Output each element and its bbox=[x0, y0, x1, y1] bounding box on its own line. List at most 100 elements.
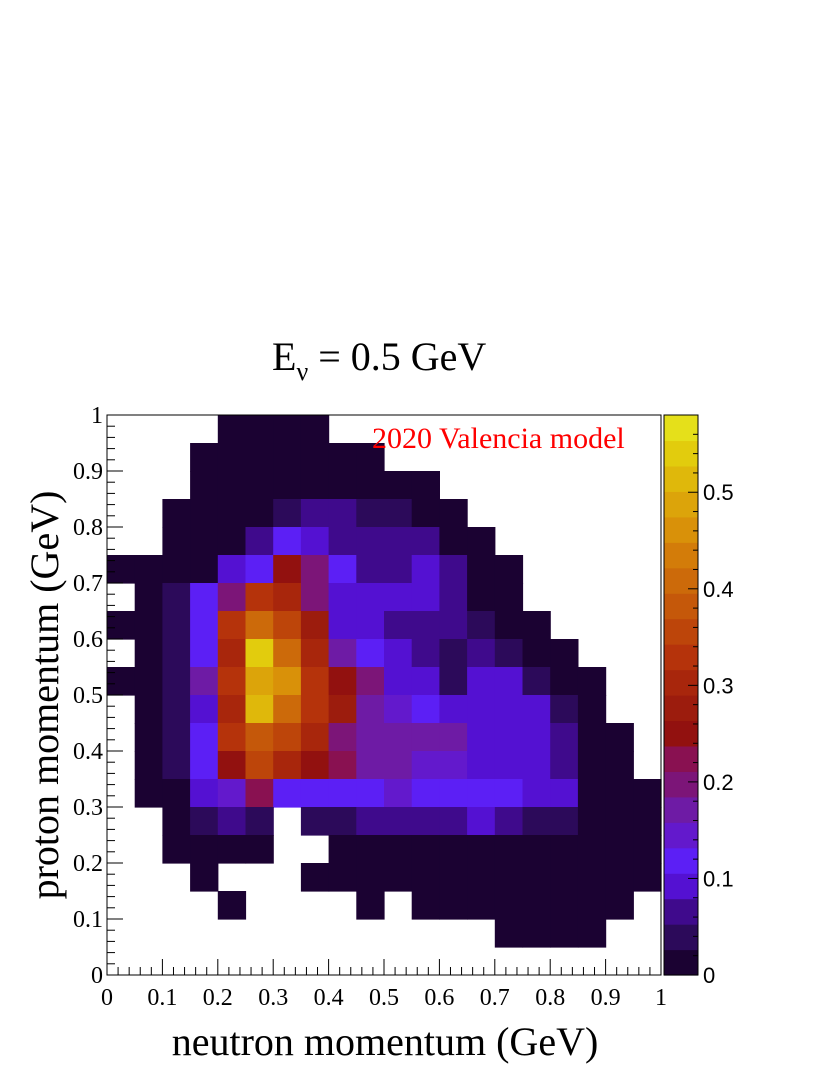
heatmap-cell bbox=[245, 443, 274, 472]
heatmap-cell bbox=[384, 611, 413, 640]
heatmap-cell bbox=[162, 835, 191, 864]
heatmap-cell bbox=[162, 751, 191, 780]
y-tick-label: 0 bbox=[91, 963, 103, 989]
heatmap-cell bbox=[134, 751, 163, 780]
heatmap-cell bbox=[411, 471, 440, 500]
heatmap-cell bbox=[467, 527, 496, 556]
heatmap-cell bbox=[384, 583, 413, 612]
heatmap-cell bbox=[411, 527, 440, 556]
heatmap-cell bbox=[494, 583, 524, 612]
heatmap-cell bbox=[384, 751, 413, 780]
heatmap-cell bbox=[245, 555, 274, 584]
color-scale-step bbox=[664, 440, 698, 467]
heatmap-cell bbox=[467, 555, 496, 584]
y-tick-label: 1 bbox=[91, 403, 103, 429]
color-scale-step bbox=[664, 669, 698, 696]
heatmap-cell bbox=[522, 695, 551, 724]
heatmap-cell bbox=[494, 555, 524, 584]
heatmap-cell bbox=[439, 835, 468, 864]
y-tick-label: 0.5 bbox=[73, 683, 103, 709]
heatmap-cell bbox=[494, 723, 524, 752]
heatmap-cell bbox=[328, 583, 357, 612]
y-tick-label: 0.9 bbox=[73, 459, 103, 485]
heatmap-cell bbox=[439, 499, 468, 528]
color-scale-axis: 0 0.1 0.2 0.3 0.4 0.5 bbox=[688, 414, 734, 988]
y-axis-label: proton momentum (GeV) bbox=[22, 491, 67, 900]
heatmap-cell bbox=[217, 555, 247, 584]
heatmap-cell bbox=[300, 807, 330, 836]
heatmap-cell bbox=[439, 723, 468, 752]
heatmap-cell bbox=[633, 807, 662, 836]
heatmap-cell bbox=[245, 639, 274, 668]
heatmap-cell bbox=[522, 835, 551, 864]
color-scale-step bbox=[664, 898, 698, 925]
heatmap-cell bbox=[300, 415, 330, 444]
heatmap-cell bbox=[245, 415, 274, 444]
y-axis: 0 0.1 0.2 0.3 0.4 0.5 0.6 0.7 0.8 0.9 1 bbox=[73, 403, 123, 989]
heatmap-cell bbox=[577, 807, 607, 836]
heatmap-cell bbox=[328, 835, 357, 864]
color-scale-step bbox=[664, 542, 698, 569]
heatmap-cell bbox=[300, 611, 330, 640]
heatmap-cell bbox=[467, 779, 496, 808]
y-tick-label: 0.3 bbox=[73, 795, 103, 821]
x-axis-label: neutron momentum (GeV) bbox=[172, 1019, 599, 1064]
heatmap-cell bbox=[328, 527, 357, 556]
x-tick-label: 0.3 bbox=[258, 985, 288, 1011]
heatmap-cell bbox=[190, 555, 219, 584]
heatmap-cell bbox=[134, 779, 163, 808]
color-scale-step bbox=[664, 593, 698, 620]
heatmap-cell bbox=[411, 723, 440, 752]
heatmap-cell bbox=[217, 807, 247, 836]
heatmap-cell bbox=[494, 891, 524, 920]
heatmap-cell bbox=[494, 639, 524, 668]
model-annotation: 2020 Valencia model bbox=[372, 422, 625, 455]
heatmap-cell bbox=[328, 723, 357, 752]
y-tick-label: 0.8 bbox=[73, 515, 103, 541]
heatmap-cell bbox=[550, 863, 579, 892]
heatmap-cell bbox=[494, 611, 524, 640]
color-scale-label: 0.4 bbox=[703, 577, 734, 602]
heatmap-cell bbox=[550, 807, 579, 836]
heatmap-cell bbox=[273, 415, 302, 444]
heatmap-cell bbox=[467, 835, 496, 864]
color-scale-step bbox=[664, 465, 698, 492]
heatmap-cell bbox=[439, 779, 468, 808]
heatmap-cell bbox=[245, 471, 274, 500]
heatmap-cell bbox=[384, 695, 413, 724]
y-tick-label: 0.6 bbox=[73, 627, 103, 653]
heatmap-cell bbox=[467, 891, 496, 920]
heatmap-cell bbox=[384, 471, 413, 500]
heatmap-cell bbox=[605, 835, 634, 864]
heatmap-cell bbox=[134, 723, 163, 752]
heatmap-cell bbox=[411, 807, 440, 836]
x-axis: 0 0.1 0.2 0.3 0.4 0.5 0.6 0.7 0.8 0.9 1 bbox=[101, 959, 667, 1011]
heatmap-cell bbox=[411, 499, 440, 528]
color-scale-step bbox=[664, 924, 698, 951]
heatmap-cell bbox=[439, 611, 468, 640]
heatmap-cell bbox=[411, 667, 440, 696]
color-scale-step bbox=[664, 720, 698, 747]
heatmap-cell bbox=[300, 695, 330, 724]
heatmap-cell bbox=[134, 611, 163, 640]
heatmap-cell bbox=[162, 499, 191, 528]
heatmap-cell bbox=[467, 807, 496, 836]
heatmap-cell bbox=[217, 415, 247, 444]
heatmap-cell bbox=[411, 695, 440, 724]
heatmap-cell bbox=[494, 751, 524, 780]
heatmap-cell bbox=[245, 667, 274, 696]
heatmap-cell bbox=[633, 779, 662, 808]
heatmap-cell bbox=[494, 667, 524, 696]
heatmap-cell bbox=[328, 863, 357, 892]
heatmap-cell bbox=[522, 667, 551, 696]
heatmap-cell bbox=[494, 779, 524, 808]
heatmap-cell bbox=[190, 583, 219, 612]
heatmap-cell bbox=[356, 471, 385, 500]
heatmap-cell bbox=[550, 751, 579, 780]
x-tick-label: 0.9 bbox=[591, 985, 621, 1011]
heatmap-cell bbox=[300, 779, 330, 808]
heatmap-cell bbox=[550, 891, 579, 920]
color-scale-frame bbox=[663, 414, 699, 976]
heatmap-cell bbox=[605, 779, 634, 808]
heatmap-cell bbox=[162, 807, 191, 836]
